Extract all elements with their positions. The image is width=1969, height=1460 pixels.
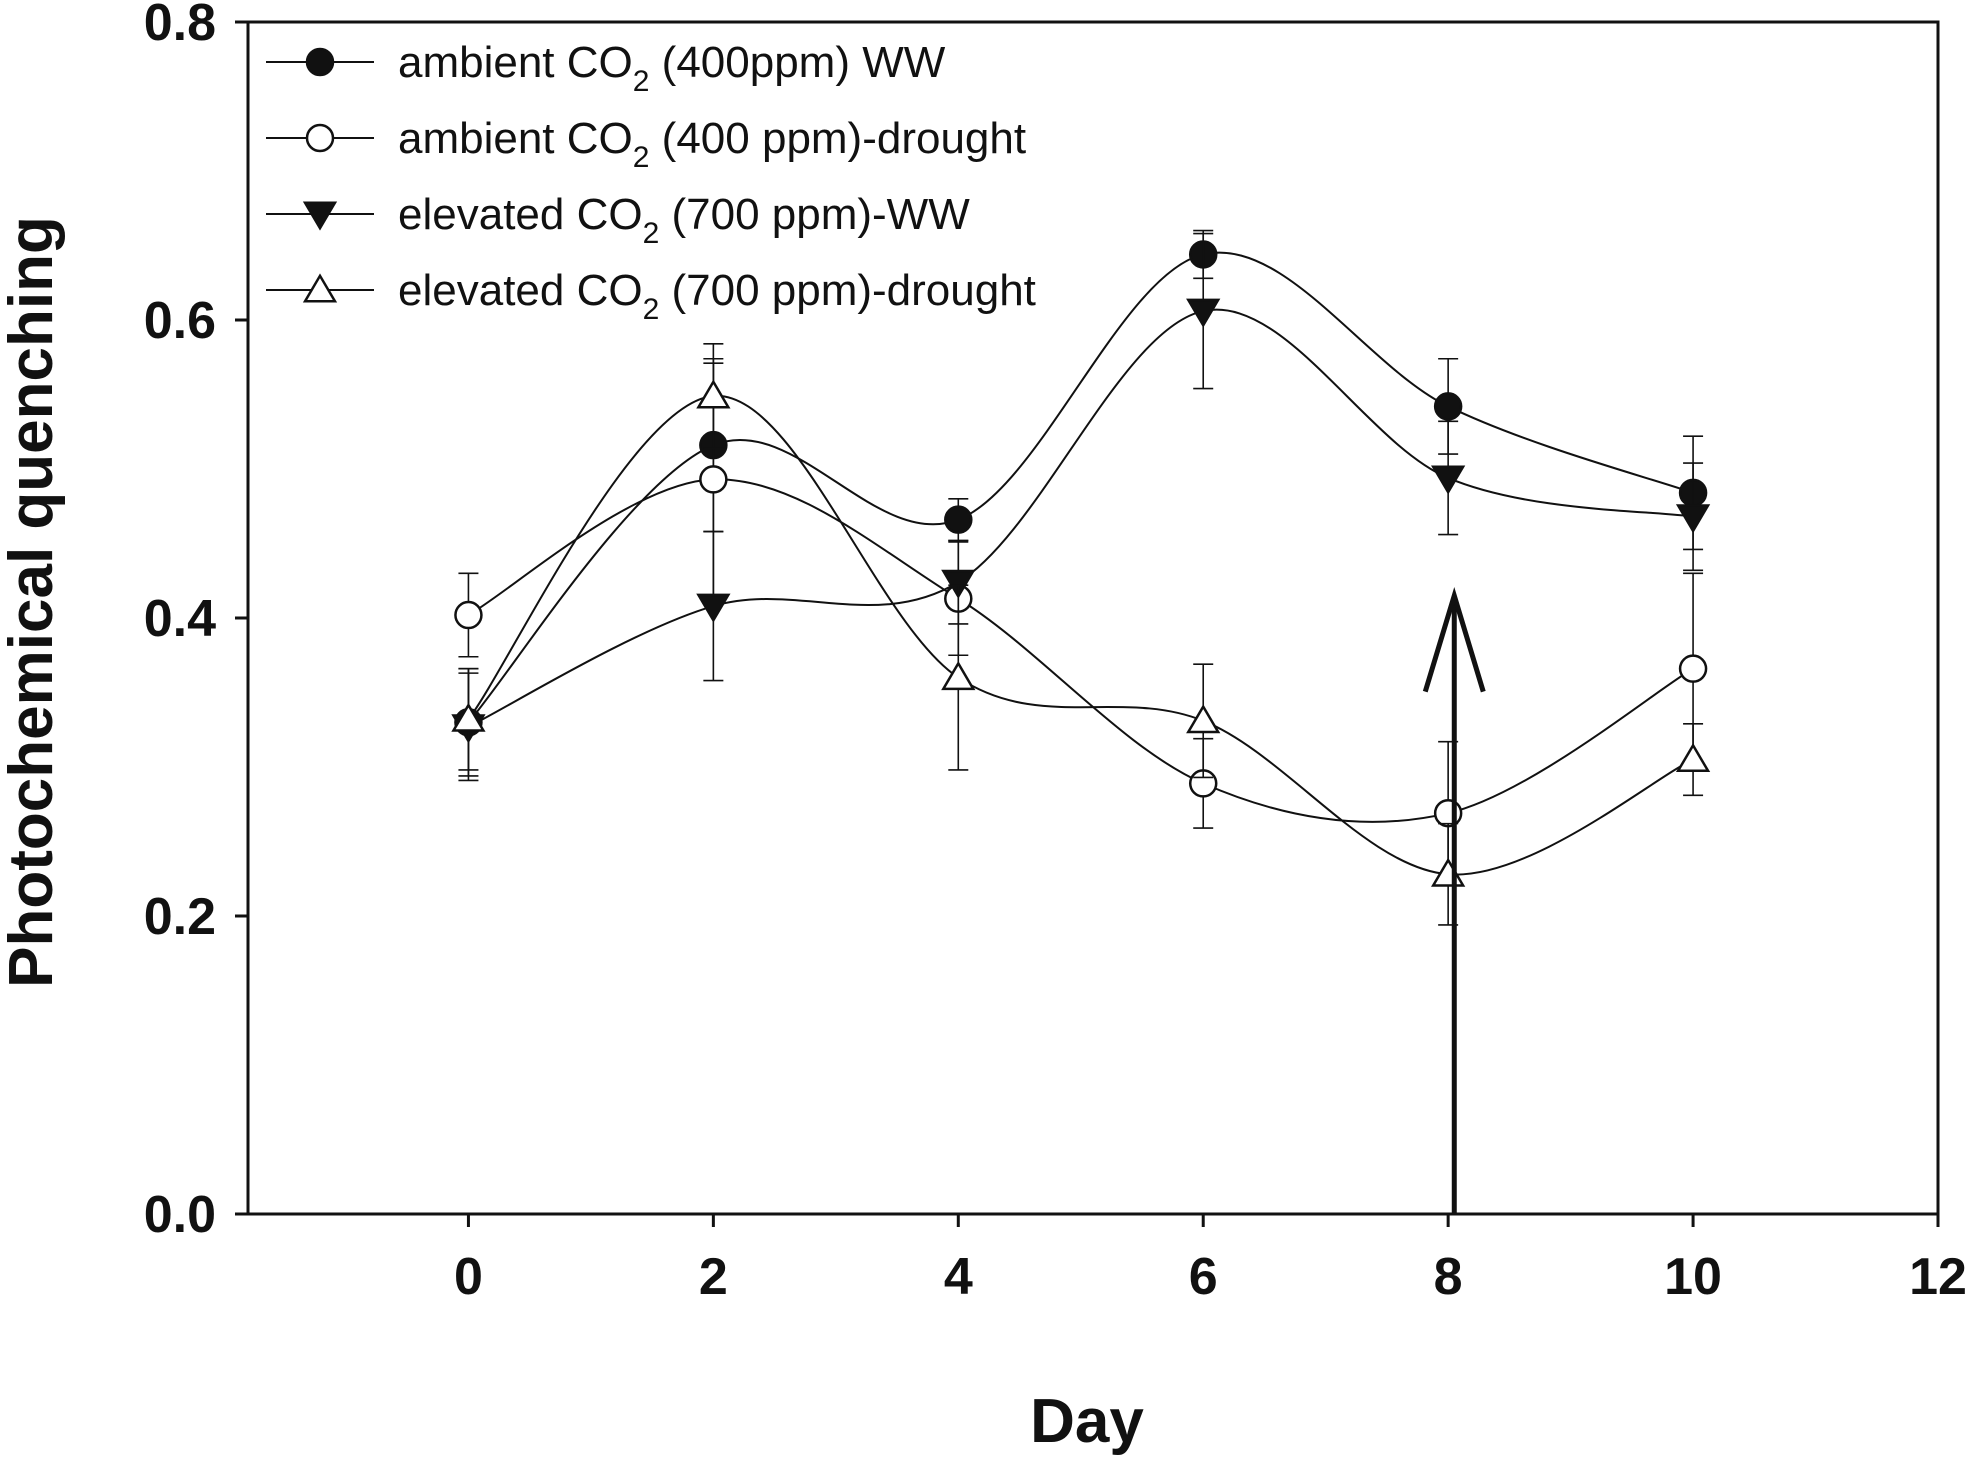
legend-label: elevated CO2 (700 ppm)-drought: [398, 266, 1036, 326]
legend-label: ambient CO2 (400 ppm)-drought: [398, 114, 1026, 174]
arrow-annotation: [1422, 587, 1486, 1214]
legend-marker: [302, 273, 338, 303]
data-point: [941, 660, 976, 691]
data-point: [699, 465, 728, 494]
x-axis-title: Day: [1030, 1387, 1144, 1456]
data-point: [1433, 798, 1463, 828]
legend-label-rest: (700 ppm)-WW: [659, 190, 970, 239]
y-tick-label: 0.4: [144, 590, 216, 648]
data-point: [941, 569, 976, 599]
legend-marker: [305, 47, 335, 77]
x-tick-label: 4: [944, 1248, 973, 1306]
y-tick-label: 0.0: [144, 1186, 216, 1244]
data-point: [1431, 465, 1466, 495]
x-tick-label: 6: [1189, 1248, 1218, 1306]
x-tick-label: 8: [1434, 1248, 1463, 1306]
annotation-layer: [1422, 587, 1486, 1214]
legend-label-rest: (400 ppm)-drought: [649, 114, 1026, 163]
data-point: [451, 702, 486, 732]
arrow-head: [1422, 587, 1486, 693]
legend-label-main: elevated CO: [398, 190, 643, 239]
legend-marker: [305, 123, 335, 153]
x-tick-label: 0: [454, 1248, 483, 1306]
legend-item-4: elevated CO2 (700 ppm)-drought: [266, 266, 1036, 326]
legend-label-subscript: 2: [643, 293, 660, 326]
series-layer: [451, 229, 1711, 926]
series-2: [454, 362, 1708, 886]
series-line: [467, 394, 1694, 876]
y-tick-label: 0.2: [144, 888, 216, 946]
x-tick-label: 12: [1909, 1248, 1967, 1306]
legend-label-rest: (700 ppm)-drought: [659, 266, 1036, 315]
legend-label-subscript: 2: [633, 65, 650, 98]
data-point: [1433, 392, 1463, 421]
legend-label-main: ambient CO: [398, 114, 633, 163]
legend-item-1: ambient CO2 (400ppm) WW: [266, 38, 946, 98]
axes: 0 2 4 6 8 10 12 0.0 0.2 0.4 0.6 0.8: [144, 0, 1967, 1306]
data-point: [944, 505, 973, 534]
legend-item-3: elevated CO2 (700 ppm)-WW: [266, 190, 970, 250]
legend-label: ambient CO2 (400ppm) WW: [398, 38, 946, 98]
x-tick-label: 2: [699, 1248, 728, 1306]
legend-label-subscript: 2: [643, 217, 660, 250]
y-axis-title: Photochemical quenching: [0, 216, 66, 988]
data-point: [1675, 742, 1711, 773]
data-point: [1675, 504, 1711, 534]
series-line: [467, 478, 1694, 823]
legend-label-main: ambient CO: [398, 38, 633, 87]
y-tick-label: 0.6: [144, 292, 216, 350]
legend-item-2: ambient CO2 (400 ppm)-drought: [266, 114, 1026, 174]
y-tick-label: 0.8: [144, 0, 216, 52]
data-point: [1186, 704, 1221, 734]
legend-label-main: elevated CO: [398, 266, 643, 315]
x-tick-label: 10: [1664, 1248, 1722, 1306]
legend-label-rest: (400ppm) WW: [649, 38, 945, 87]
data-point: [696, 379, 731, 409]
data-point: [454, 600, 483, 630]
legend-label: elevated CO2 (700 ppm)-WW: [398, 190, 970, 250]
legend-marker: [302, 201, 338, 231]
data-point: [1186, 298, 1221, 328]
series-line: [467, 308, 1694, 728]
data-point: [1678, 654, 1708, 683]
data-point: [696, 593, 731, 623]
legend-label-subscript: 2: [633, 141, 650, 174]
series-3: [451, 232, 1711, 782]
